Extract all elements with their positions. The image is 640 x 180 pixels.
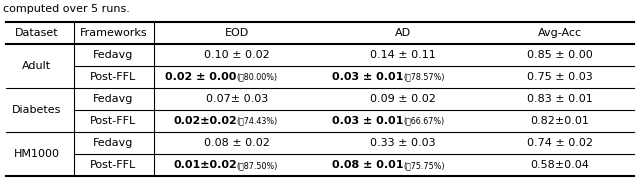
Text: (ↇ78.57%): (ↇ78.57%) bbox=[403, 72, 445, 81]
Text: 0.09 ± 0.02: 0.09 ± 0.02 bbox=[371, 94, 436, 104]
Text: 0.83 ± 0.01: 0.83 ± 0.01 bbox=[527, 94, 593, 104]
Text: 0.14 ± 0.11: 0.14 ± 0.11 bbox=[371, 50, 436, 60]
Text: 0.08 ± 0.02: 0.08 ± 0.02 bbox=[204, 138, 269, 148]
Text: Post-FFL: Post-FFL bbox=[90, 72, 136, 82]
Text: 0.74 ± 0.02: 0.74 ± 0.02 bbox=[527, 138, 593, 148]
Text: (ↇ80.00%): (ↇ80.00%) bbox=[237, 72, 278, 81]
Text: Frameworks: Frameworks bbox=[79, 28, 147, 38]
Text: (ↇ87.50%): (ↇ87.50%) bbox=[237, 161, 278, 170]
Text: AD: AD bbox=[395, 28, 412, 38]
Text: (ↇ74.43%): (ↇ74.43%) bbox=[237, 117, 278, 126]
Text: 0.10 ± 0.02: 0.10 ± 0.02 bbox=[204, 50, 269, 60]
Text: Adult: Adult bbox=[22, 61, 51, 71]
Text: 0.82±0.01: 0.82±0.01 bbox=[531, 116, 589, 126]
Text: 0.01±0.02: 0.01±0.02 bbox=[173, 160, 237, 170]
Text: 0.75 ± 0.03: 0.75 ± 0.03 bbox=[527, 72, 593, 82]
Text: computed over 5 runs.: computed over 5 runs. bbox=[3, 4, 130, 14]
Text: HM1000: HM1000 bbox=[13, 149, 60, 159]
Text: 0.07± 0.03: 0.07± 0.03 bbox=[205, 94, 268, 104]
Text: Fedavg: Fedavg bbox=[93, 138, 134, 148]
Text: 0.85 ± 0.00: 0.85 ± 0.00 bbox=[527, 50, 593, 60]
Text: Fedavg: Fedavg bbox=[93, 50, 134, 60]
Text: 0.02±0.02: 0.02±0.02 bbox=[173, 116, 237, 126]
Text: 0.02 ± 0.00: 0.02 ± 0.00 bbox=[165, 72, 237, 82]
Text: 0.03 ± 0.01: 0.03 ± 0.01 bbox=[332, 116, 403, 126]
Text: (ↇ75.75%): (ↇ75.75%) bbox=[403, 161, 445, 170]
Text: Post-FFL: Post-FFL bbox=[90, 160, 136, 170]
Text: Post-FFL: Post-FFL bbox=[90, 116, 136, 126]
Text: 0.08 ± 0.01: 0.08 ± 0.01 bbox=[332, 160, 403, 170]
Text: Dataset: Dataset bbox=[15, 28, 58, 38]
Text: 0.03 ± 0.01: 0.03 ± 0.01 bbox=[332, 72, 403, 82]
Text: Fedavg: Fedavg bbox=[93, 94, 134, 104]
Text: Avg-Acc: Avg-Acc bbox=[538, 28, 582, 38]
Text: 0.58±0.04: 0.58±0.04 bbox=[531, 160, 589, 170]
Text: 0.33 ± 0.03: 0.33 ± 0.03 bbox=[371, 138, 436, 148]
Text: Diabetes: Diabetes bbox=[12, 105, 61, 115]
Text: (ↇ66.67%): (ↇ66.67%) bbox=[403, 117, 444, 126]
Text: EOD: EOD bbox=[225, 28, 249, 38]
